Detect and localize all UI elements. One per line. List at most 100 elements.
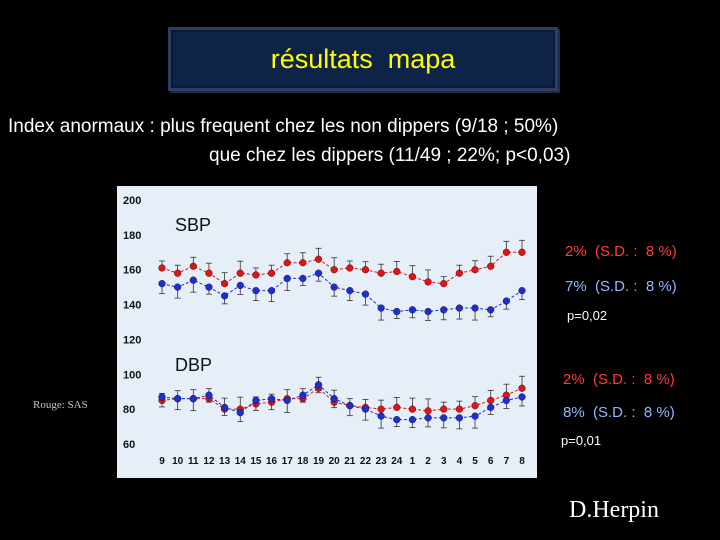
sbp-red-stat: 2% (S.D. : 8 %) (565, 243, 677, 260)
data-point-sbp-red (267, 269, 276, 277)
data-point-dbp-blue (205, 391, 213, 399)
data-point-sbp-blue (221, 292, 229, 300)
x-tick-label: 19 (313, 456, 325, 467)
data-point-sbp-red (299, 259, 307, 267)
x-tick-label: 15 (250, 456, 262, 467)
data-point-dbp-red (518, 384, 526, 392)
y-tick-label: 160 (123, 265, 141, 277)
data-point-sbp-red (314, 255, 323, 263)
dbp-p-value: p=0,01 (561, 433, 602, 448)
data-point-sbp-blue (424, 307, 432, 316)
sbp-blue-stat: 7% (S.D. : 8 %) (565, 278, 677, 295)
data-point-sbp-red (158, 264, 166, 272)
author: D.Herpin (569, 497, 659, 523)
x-tick-label: 2 (425, 456, 431, 467)
x-tick-label: 4 (457, 456, 463, 467)
data-point-sbp-red (455, 269, 463, 277)
data-point-sbp-red (408, 273, 417, 281)
data-point-dbp-blue (330, 395, 338, 403)
plot-background (117, 186, 537, 478)
data-point-sbp-blue (455, 304, 463, 312)
x-tick-label: 20 (329, 456, 341, 467)
data-point-dbp-red (487, 396, 495, 405)
data-point-dbp-blue (424, 414, 432, 422)
data-point-sbp-blue (377, 304, 385, 312)
data-point-sbp-blue (518, 287, 526, 295)
sbp-p-value: p=0,02 (567, 308, 608, 323)
data-point-dbp-red (471, 402, 479, 410)
legend-note: Rouge: SAS (33, 399, 88, 411)
data-point-sbp-blue (314, 269, 323, 277)
x-tick-label: 13 (219, 456, 231, 467)
data-point-sbp-red (471, 266, 479, 274)
x-tick-label: 11 (188, 456, 199, 467)
data-point-sbp-red (221, 280, 229, 288)
data-point-dbp-red (393, 403, 401, 412)
y-tick-label: 180 (123, 230, 141, 242)
data-point-sbp-blue (205, 283, 213, 291)
data-point-dbp-red (408, 405, 417, 413)
data-point-dbp-blue (314, 381, 323, 389)
subtitle-line-2: que chez les dippers (11/49 ; 22%; p<0,0… (209, 145, 571, 166)
x-tick-label: 8 (519, 456, 525, 467)
data-point-sbp-blue (471, 304, 479, 312)
y-tick-label: 60 (123, 439, 135, 451)
data-point-dbp-blue (518, 393, 526, 401)
data-point-dbp-blue (408, 416, 417, 424)
data-point-sbp-blue (330, 283, 338, 291)
data-point-sbp-red (487, 262, 495, 270)
x-tick-label: 18 (297, 456, 309, 467)
data-point-sbp-blue (267, 287, 276, 295)
data-point-sbp-red (252, 271, 260, 279)
data-point-sbp-blue (440, 306, 448, 314)
x-tick-label: 21 (344, 456, 356, 467)
data-point-sbp-red (174, 269, 182, 277)
title-box: résultats mapa (168, 27, 558, 91)
x-tick-label: 9 (159, 456, 165, 467)
data-point-sbp-red (189, 262, 197, 270)
data-point-dbp-red (377, 405, 385, 413)
data-point-sbp-blue (346, 287, 354, 295)
x-tick-label: 7 (504, 456, 510, 467)
data-point-dbp-blue (236, 409, 244, 417)
data-point-sbp-red (440, 280, 448, 288)
y-tick-label: 100 (123, 369, 141, 381)
data-point-sbp-blue (361, 290, 370, 298)
data-point-dbp-blue (189, 395, 197, 403)
x-tick-label: 17 (282, 456, 294, 467)
data-point-dbp-blue (393, 416, 401, 424)
data-point-sbp-blue (502, 297, 510, 305)
data-point-dbp-blue (471, 412, 479, 420)
x-tick-label: 24 (391, 456, 403, 467)
x-tick-label: 10 (172, 456, 184, 467)
bp-chart: 60 80 100 120 140 160 180 200 9 10 11 12 13 14 15 16 17 1… (117, 186, 537, 478)
data-point-sbp-red (502, 248, 510, 256)
data-point-sbp-red (236, 269, 244, 277)
subtitle-line-1: Index anormaux : plus frequent chez les … (8, 116, 559, 137)
data-point-sbp-red (377, 269, 385, 277)
data-point-sbp-blue (158, 280, 166, 288)
data-point-sbp-blue (236, 281, 244, 290)
data-point-sbp-red (518, 248, 526, 256)
data-point-dbp-blue (361, 405, 370, 413)
data-point-sbp-blue (252, 287, 260, 295)
dbp-blue-stat: 8% (S.D. : 8 %) (563, 404, 675, 421)
dbp-red-stat: 2% (S.D. : 8 %) (563, 371, 675, 388)
x-tick-label: 14 (235, 456, 247, 467)
data-point-dbp-blue (174, 395, 182, 403)
x-tick-label: 12 (203, 456, 215, 467)
data-point-sbp-red (393, 267, 401, 276)
data-point-sbp-blue (174, 283, 182, 291)
y-tick-label: 120 (123, 334, 141, 346)
group-label-dbp: DBP (175, 355, 212, 375)
data-point-dbp-red (424, 407, 432, 415)
data-point-dbp-blue (252, 396, 260, 405)
x-tick-label: 23 (376, 456, 388, 467)
data-point-sbp-red (424, 278, 432, 286)
data-point-sbp-red (346, 264, 354, 272)
data-point-sbp-blue (408, 306, 417, 314)
data-point-sbp-blue (189, 276, 197, 284)
data-point-dbp-blue (158, 393, 166, 401)
data-point-dbp-blue (283, 396, 291, 405)
data-point-sbp-blue (283, 274, 291, 283)
